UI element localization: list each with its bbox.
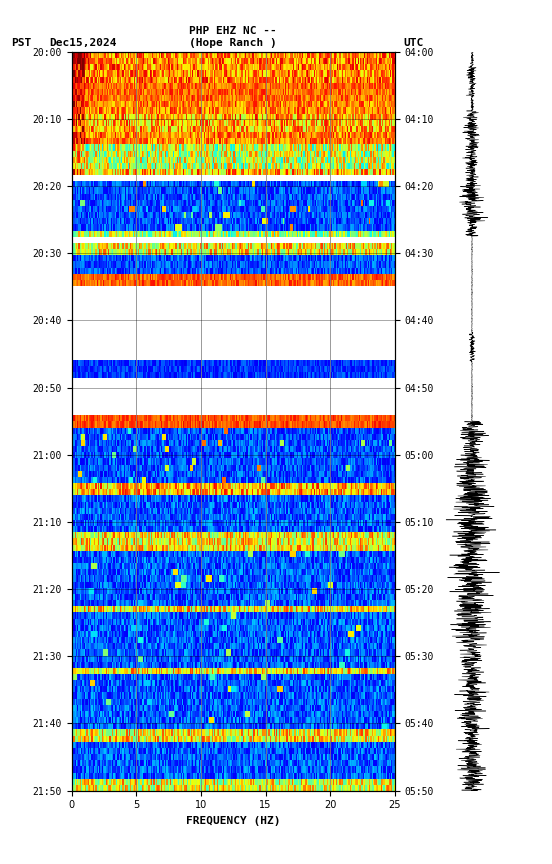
Text: UTC: UTC xyxy=(403,38,423,48)
Text: PST: PST xyxy=(11,38,31,48)
X-axis label: FREQUENCY (HZ): FREQUENCY (HZ) xyxy=(186,816,280,826)
Text: (Hope Ranch ): (Hope Ranch ) xyxy=(189,38,277,48)
Text: Dec15,2024: Dec15,2024 xyxy=(50,38,117,48)
Text: PHP EHZ NC --: PHP EHZ NC -- xyxy=(189,26,277,36)
